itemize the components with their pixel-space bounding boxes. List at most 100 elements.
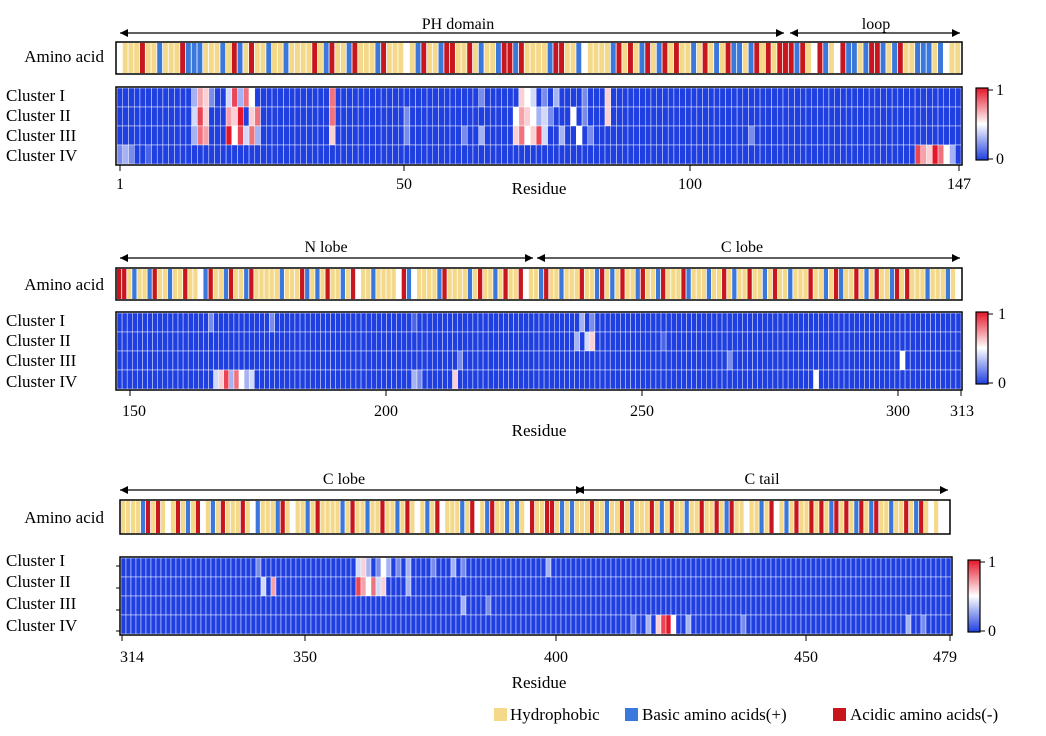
heat-cell	[604, 125, 611, 146]
residue-mark-hydrophobic	[366, 269, 371, 299]
heat-cell	[794, 106, 801, 127]
heat-cell	[238, 331, 245, 352]
residue-mark-acidic	[300, 269, 305, 299]
heat-cell	[147, 312, 153, 333]
heat-cell	[805, 87, 812, 108]
residue-mark-hydrophobic	[935, 269, 940, 299]
heat-cell	[284, 331, 291, 352]
heat-cell	[392, 125, 399, 146]
heat-cell	[679, 106, 686, 127]
heat-cell	[905, 576, 912, 597]
heat-cell	[904, 369, 911, 390]
heat-cell	[375, 614, 382, 635]
heat-cell	[460, 576, 467, 597]
heat-cell	[889, 369, 896, 390]
heat-cell	[518, 144, 525, 165]
heat-cell	[915, 557, 922, 578]
heat-cell	[782, 106, 789, 127]
heat-cell	[265, 576, 272, 597]
heat-cell	[495, 125, 502, 146]
heat-cell	[817, 87, 824, 108]
residue-mark-acidic	[714, 501, 719, 533]
heat-cell	[160, 614, 167, 635]
residue-mark-hydrophobic	[564, 269, 569, 299]
heat-cell	[274, 312, 280, 333]
heat-cell	[283, 87, 290, 108]
heat-cell	[599, 369, 606, 390]
heat-cell	[175, 557, 182, 578]
residue-mark-hydrophobic	[930, 269, 935, 299]
heat-cell	[555, 595, 562, 616]
residue-mark-acidic	[859, 501, 864, 533]
residue-mark-hydrophobic	[857, 43, 863, 73]
heat-cell	[294, 331, 301, 352]
heat-cell	[513, 350, 519, 371]
heat-cell	[625, 595, 632, 616]
heat-cell	[162, 125, 169, 146]
heat-cell	[935, 331, 941, 352]
heat-cell	[311, 106, 319, 127]
heat-cell	[277, 125, 284, 146]
heat-cell	[828, 87, 835, 108]
residue-mark-acidic	[183, 269, 188, 299]
heat-cell	[320, 614, 327, 635]
heat-cell	[274, 369, 280, 390]
heat-cell	[945, 331, 952, 352]
heat-cell	[640, 350, 646, 371]
heat-cell	[350, 312, 357, 333]
heat-cell	[560, 557, 567, 578]
residue-mark-acidic	[435, 501, 440, 533]
residue-mark-hydrophobic	[284, 269, 290, 299]
heat-cell	[133, 144, 141, 165]
residue-mark-hydrophobic	[416, 269, 422, 299]
heat-cell	[660, 331, 667, 352]
heat-cell	[437, 312, 443, 333]
heat-cell	[868, 106, 876, 127]
heat-cell	[810, 595, 817, 616]
heat-cell	[752, 331, 758, 352]
heat-cell	[748, 144, 755, 165]
heat-cell	[480, 595, 487, 616]
residue-mark-hydrophobic	[335, 501, 340, 533]
heat-cell	[447, 331, 453, 352]
heat-cell	[874, 331, 880, 352]
heat-cell	[264, 331, 270, 352]
heat-cell	[233, 369, 240, 390]
heat-cell	[650, 331, 657, 352]
cluster-heatmap	[116, 87, 962, 165]
x-tick-label: 147	[947, 176, 971, 193]
heat-cell	[265, 557, 272, 578]
cluster-label: Cluster II	[6, 331, 71, 350]
heat-cell	[275, 595, 282, 616]
heat-cell	[564, 312, 570, 333]
heat-cell	[845, 557, 852, 578]
heat-cell	[409, 144, 416, 165]
heat-cell	[843, 312, 850, 333]
heat-cell	[710, 576, 717, 597]
heat-cell	[930, 614, 937, 635]
heat-cell	[415, 144, 422, 165]
colorbar-tick-label: 0	[998, 375, 1006, 392]
residue-mark-basic	[925, 269, 930, 299]
residue-mark-acidic	[421, 43, 427, 73]
heat-cell	[386, 125, 393, 146]
heat-cell	[895, 614, 902, 635]
heat-cell	[775, 576, 782, 597]
heat-cell	[553, 106, 560, 127]
heat-cell	[670, 576, 677, 597]
residue-mark-hydrophobic	[799, 501, 804, 533]
panel-2: N lobe C lobe Amino acid Cluster I Clust…	[6, 239, 1006, 440]
residue-mark-basic	[547, 43, 553, 73]
heat-cell	[747, 369, 753, 390]
heat-cell	[390, 595, 397, 616]
heat-cell	[558, 106, 566, 127]
heat-cell	[599, 350, 606, 371]
heat-cell	[455, 576, 462, 597]
residue-mark-hydrophobic	[392, 43, 398, 73]
heat-cell	[411, 312, 418, 333]
heat-cell	[575, 576, 582, 597]
heat-cell	[775, 614, 782, 635]
residue-mark-hydrophobic	[265, 501, 270, 533]
heat-cell	[290, 595, 297, 616]
heat-cell	[640, 331, 646, 352]
